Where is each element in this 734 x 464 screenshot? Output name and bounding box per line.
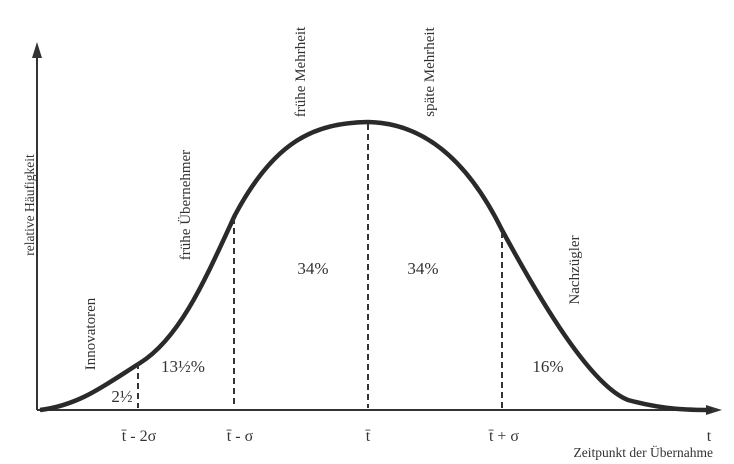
group-label-laggards: Nachzügler	[567, 235, 583, 304]
percent-laggards: 16%	[532, 357, 563, 376]
tick-label-mean: t̄	[365, 428, 371, 445]
percent-early-adopters: 13½%	[161, 357, 205, 376]
group-label-early-adopters: frühe Übernehmer	[177, 150, 194, 260]
group-label-early-majority: frühe Mehrheit	[293, 26, 309, 117]
group-label-late-majority: späte Mehrheit	[422, 26, 438, 116]
adoption-curve	[39, 119, 713, 413]
percent-late-majority: 34%	[407, 259, 438, 278]
x-axis-arrow	[706, 405, 722, 415]
y-axis-arrow	[32, 42, 42, 58]
tick-label-minus-2sigma: t̄ - 2σ	[121, 428, 157, 445]
x-axis-title: Zeitpunkt der Übernahme	[574, 445, 713, 460]
x-axis-end-label: t	[707, 428, 712, 445]
tick-label-plus-sigma: t̄ + σ	[488, 428, 519, 445]
group-label-innovators: Innovatoren	[83, 297, 99, 370]
y-axis-title: relative Häufigkeit	[22, 154, 37, 256]
tick-label-minus-sigma: t̄ - σ	[226, 428, 254, 445]
percent-early-majority: 34%	[297, 259, 328, 278]
percent-innovators: 2½	[111, 387, 133, 406]
